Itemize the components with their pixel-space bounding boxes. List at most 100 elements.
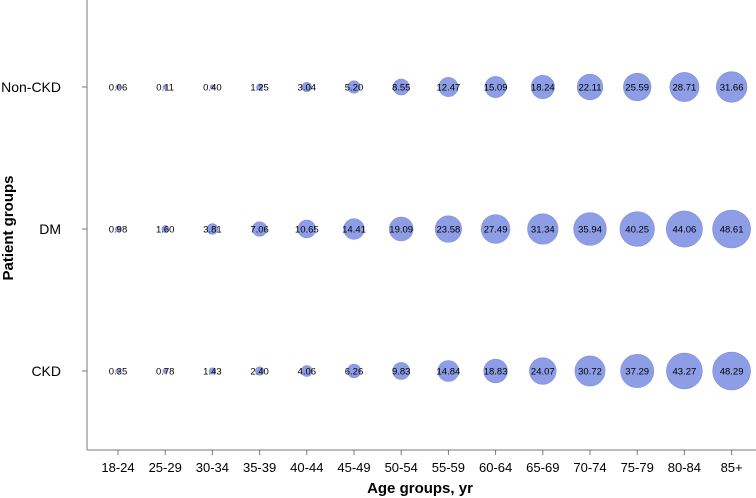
bubble-point (256, 83, 263, 91)
bubble-point (208, 367, 216, 375)
x-axis-label: Age groups, yr (367, 480, 473, 497)
bubble-point (481, 214, 511, 244)
bubble-point (388, 216, 414, 242)
bubble-data-label: 1.43 (203, 367, 222, 378)
bubble-data-label: 0.78 (156, 367, 175, 378)
bubble-data-label: 0.11 (156, 83, 174, 94)
bubble-data-label: 22.11 (578, 83, 601, 94)
bubble-point (343, 218, 365, 240)
bubble-data-label: 8.55 (392, 83, 411, 94)
x-tick-label: 85+ (721, 460, 743, 475)
bubble-data-label: 37.29 (625, 367, 649, 378)
bubble-data-label: 4.06 (298, 367, 317, 378)
x-tick-label: 65-69 (526, 460, 559, 475)
x-tick-label: 75-79 (621, 460, 654, 475)
bubble-data-label: 48.61 (720, 225, 744, 236)
y-tick-labels: Non-CKD DM CKD (1, 79, 87, 379)
bubble-point (620, 354, 655, 388)
bubble-point (392, 362, 411, 380)
bubble-point (715, 71, 748, 103)
bubble-data-label: 25.59 (625, 83, 649, 94)
bubble-point (162, 368, 168, 374)
bubble-data-label: 19.09 (389, 225, 413, 236)
x-tick-label: 30-34 (196, 460, 229, 475)
y-axis-label: Patient groups (0, 175, 17, 280)
x-tick-label: 40-44 (290, 460, 323, 475)
x-tick-label: 80-84 (668, 460, 701, 475)
bubble-data-label: 7.06 (250, 225, 269, 236)
bubble-point (619, 211, 655, 247)
bubble-point (712, 209, 751, 249)
bubble-data-label: 0.98 (109, 225, 128, 236)
bubble-point (252, 221, 268, 237)
bubble-point (438, 77, 459, 97)
bubble-data-label: 28.71 (673, 83, 697, 94)
bubble-point (346, 363, 362, 379)
bubble-data-label: 6.26 (345, 367, 364, 378)
bubble-point (669, 72, 700, 102)
y-tick-label: DM (39, 221, 61, 237)
bubble-point (392, 78, 410, 96)
bubble-point (573, 212, 607, 246)
bubble-point (162, 84, 168, 90)
bubble-point (623, 72, 652, 102)
axes (86, 0, 756, 451)
x-tick-label: 35-39 (243, 460, 276, 475)
bubble-point (347, 80, 361, 94)
bubble-data-label: 10.65 (295, 225, 319, 236)
bubble-data-label: 40.25 (625, 225, 649, 236)
bubble-data-label: 44.06 (673, 225, 697, 236)
bubble-data-label: 1.25 (250, 83, 269, 94)
bubble-data-label: 35.94 (578, 225, 602, 236)
bubble-data-label: 0.06 (109, 83, 128, 94)
bubble-data-label: 0.40 (203, 83, 222, 94)
bubble-data-label: 18.83 (484, 367, 508, 378)
bubble-data-label: 15.09 (484, 83, 508, 94)
bubble-data-label: 3.81 (203, 225, 222, 236)
bubble-point (437, 360, 460, 382)
bubble-data-label: 31.34 (531, 225, 555, 236)
bubble-data-label: 23.58 (437, 225, 461, 236)
bubble-point (527, 213, 559, 245)
bubble-data-label: 24.07 (531, 367, 555, 378)
bubble-point (161, 225, 169, 233)
bubble-point (666, 352, 703, 390)
bubble-point (434, 215, 462, 243)
bubble-data-label: 5.20 (345, 83, 364, 94)
bubble-point (115, 84, 121, 90)
bubble-data-label: 31.66 (720, 83, 744, 94)
bubble-point (484, 76, 507, 98)
x-tick-label: 55-59 (432, 460, 465, 475)
bubble-data-label: 14.41 (342, 225, 366, 236)
bubble-point (529, 357, 557, 385)
x-tick-label: 45-49 (337, 460, 370, 475)
y-tick-label: Non-CKD (1, 79, 61, 95)
bubble-point (115, 368, 121, 374)
bubble-data-label: 3.04 (298, 83, 317, 94)
bubble-data-label: 48.29 (720, 367, 744, 378)
bubble-point (712, 351, 751, 391)
x-tick-label: 50-54 (385, 460, 418, 475)
bubble-layer: 0.06 0.11 0.40 1.25 3.04 5.20 8.55 12.47 15.09 18… (109, 71, 751, 391)
bubble-point (209, 84, 215, 90)
bubble-point (574, 355, 606, 387)
x-tick-label: 70-74 (573, 460, 606, 475)
bubble-data-label: 1.60 (156, 225, 175, 236)
bubble-point (666, 210, 703, 248)
bubble-data-label: 18.24 (531, 83, 555, 94)
bubble-point (576, 73, 604, 101)
bubble-point (483, 358, 508, 384)
x-tick-label: 60-64 (479, 460, 512, 475)
bubble-point (301, 365, 313, 377)
bubble-data-label: 0.35 (109, 367, 128, 378)
bubble-point (115, 226, 122, 233)
bubble-data-label: 2.40 (250, 367, 269, 378)
bubble-point (206, 223, 219, 235)
bubble-data-label: 9.83 (392, 367, 411, 378)
x-tick-labels: 18-24 25-29 30-34 35-39 40-44 45-49 50-54 55-59… (101, 450, 743, 475)
bubble-point (255, 366, 265, 376)
y-tick-label: CKD (31, 363, 61, 379)
bubble-point (530, 75, 555, 99)
bubble-data-label: 14.84 (437, 367, 461, 378)
